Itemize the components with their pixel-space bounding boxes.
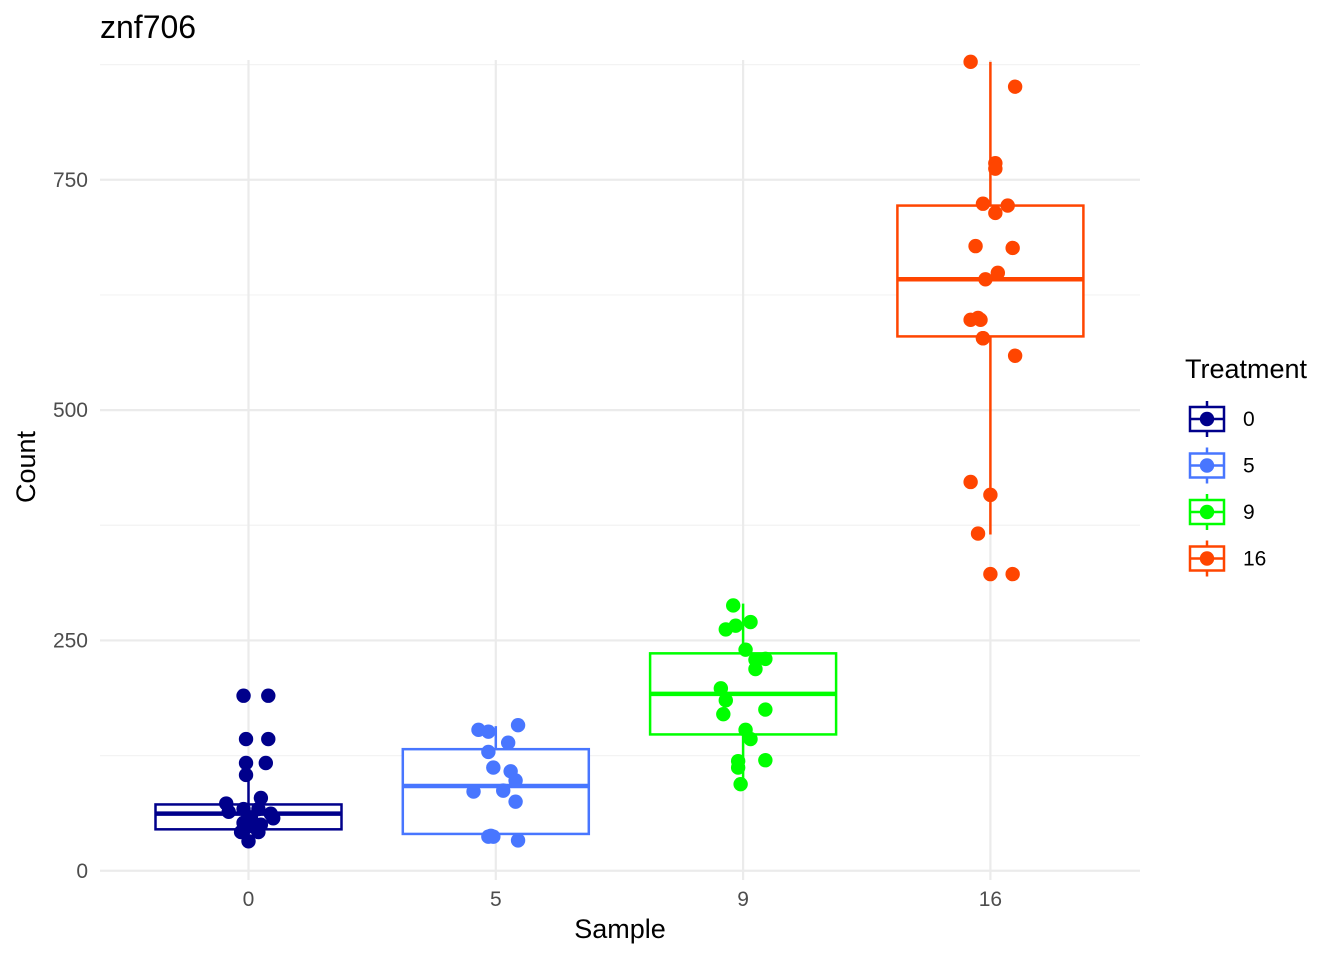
box-5	[401, 726, 591, 839]
data-point	[713, 681, 729, 696]
data-point	[251, 824, 266, 840]
x-axis-title: Sample	[574, 914, 666, 944]
legend-item-5: 5	[1188, 447, 1255, 484]
legend-label: 5	[1243, 455, 1255, 478]
legend-key-point	[1199, 551, 1215, 566]
x-tick-label: 0	[243, 888, 255, 911]
data-point	[481, 744, 496, 760]
data-point	[486, 829, 501, 844]
data-point	[983, 566, 998, 582]
data-point	[258, 755, 274, 771]
data-point	[236, 688, 251, 703]
data-point	[716, 706, 731, 722]
data-point	[968, 238, 983, 254]
data-point	[253, 790, 269, 806]
data-point	[1005, 566, 1020, 582]
data-point	[743, 614, 758, 630]
data-point	[963, 474, 978, 490]
x-tick-label: 5	[490, 888, 502, 911]
legend-key-point	[1199, 458, 1215, 473]
legend: Treatment 0 5 9 16	[1185, 354, 1308, 577]
data-point	[975, 196, 991, 211]
point-layer	[219, 54, 1023, 849]
data-point	[1000, 198, 1015, 213]
data-point	[496, 783, 511, 798]
data-point	[1007, 79, 1023, 94]
data-point	[730, 760, 746, 775]
data-point	[508, 773, 523, 788]
data-point	[481, 724, 496, 739]
y-tick-label: 250	[53, 629, 88, 652]
data-point	[758, 753, 773, 768]
y-axis-ticks: 0 250 500 750	[53, 169, 88, 883]
box-rect	[896, 204, 1085, 338]
x-tick-label: 16	[979, 888, 1002, 911]
data-point	[718, 622, 733, 637]
legend-key-point	[1199, 504, 1215, 520]
data-point	[978, 272, 993, 287]
legend-label: 0	[1243, 408, 1255, 431]
chart-title: znf706	[100, 9, 196, 45]
y-axis-title: Count	[11, 430, 41, 503]
legend-title: Treatment	[1185, 354, 1308, 384]
grid	[100, 60, 1140, 880]
box-layer	[154, 61, 1085, 842]
legend-item-16: 16	[1188, 540, 1266, 577]
data-point	[726, 598, 741, 613]
data-point	[988, 205, 1003, 221]
data-point	[508, 794, 523, 809]
data-point	[238, 767, 254, 783]
legend-key-point	[1199, 411, 1215, 427]
data-point	[738, 642, 753, 657]
data-point	[261, 731, 276, 747]
data-point	[973, 312, 988, 328]
legend-label: 9	[1243, 501, 1255, 524]
box-rect	[401, 747, 591, 836]
data-point	[748, 661, 763, 677]
data-point	[983, 487, 998, 503]
x-axis-ticks: 0 5 9 16	[243, 888, 1002, 911]
legend-item-9: 9	[1188, 494, 1255, 530]
x-tick-label: 9	[737, 888, 749, 911]
data-point	[975, 331, 991, 346]
data-point	[241, 834, 256, 849]
data-point	[238, 755, 254, 771]
data-point	[733, 776, 748, 792]
data-point	[1007, 348, 1023, 363]
data-point	[266, 811, 281, 826]
data-point	[1005, 240, 1020, 256]
y-tick-label: 750	[53, 169, 88, 192]
data-point	[758, 702, 773, 717]
data-point	[238, 731, 254, 747]
box-9	[648, 603, 838, 784]
data-point	[718, 693, 733, 708]
data-point	[510, 718, 526, 733]
data-point	[466, 784, 481, 799]
legend-label: 16	[1243, 548, 1266, 571]
data-point	[500, 735, 516, 750]
y-tick-label: 500	[53, 399, 88, 422]
legend-items: 0 5 9 16	[1188, 401, 1266, 577]
data-point	[963, 312, 978, 328]
box-16	[896, 61, 1085, 535]
data-point	[261, 688, 276, 703]
data-point	[990, 265, 1006, 281]
y-tick-label: 0	[76, 860, 88, 883]
data-point	[510, 833, 526, 848]
legend-item-0: 0	[1188, 401, 1255, 437]
data-point	[963, 54, 978, 70]
data-point	[988, 161, 1003, 176]
data-point	[970, 526, 986, 541]
data-point	[221, 804, 236, 820]
data-point	[743, 731, 758, 747]
data-point	[486, 760, 501, 775]
